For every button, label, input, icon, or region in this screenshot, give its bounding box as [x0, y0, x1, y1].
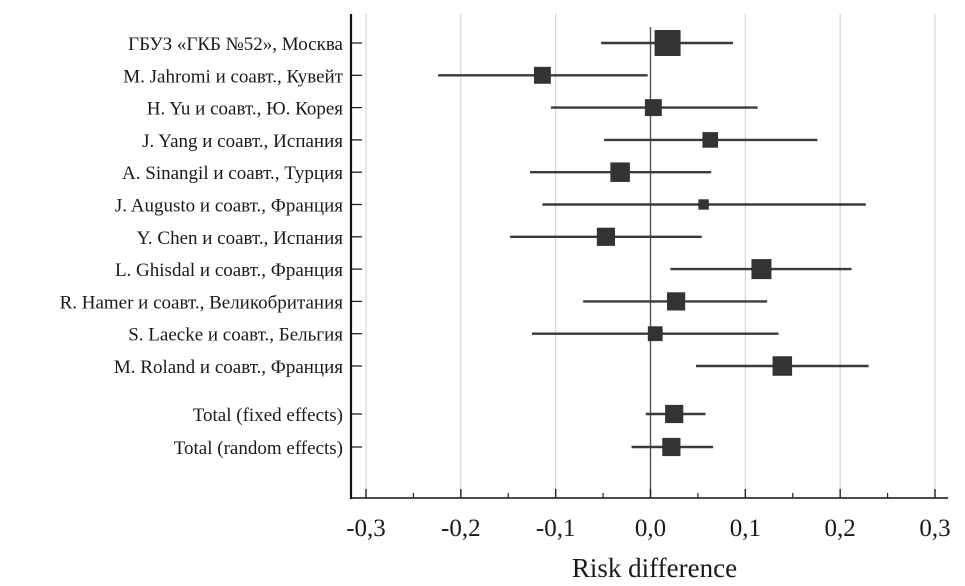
study-row: J. Yang и соавт., Испания — [142, 131, 818, 152]
point-estimate-marker — [662, 437, 681, 457]
point-estimate-marker — [647, 326, 663, 342]
study-row: A. Sinangil и соавт., Турция — [122, 162, 712, 184]
study-rows: ГБУЗ «ГКБ №52», Москва M. Jahromi и соавт… — [60, 30, 869, 459]
total-label: Total (fixed effects) — [193, 405, 343, 426]
study-row: S. Laecke и соавт., Бельгия — [128, 325, 779, 346]
study-row: M. Roland и соавт., Франция — [114, 356, 869, 378]
study-label: H. Yu и соавт., Ю. Корея — [147, 99, 343, 120]
total-row: Total (random effects) — [174, 437, 714, 459]
study-label: M. Jahromi и соавт., Кувейт — [123, 66, 343, 87]
study-row: Y. Chen и соавт., Испания — [137, 227, 702, 249]
study-label: R. Hamer и соавт., Великобритания — [60, 292, 344, 313]
point-estimate-marker — [667, 292, 686, 311]
x-tick-label: 0,0 — [635, 515, 666, 542]
study-label: M. Roland и соавт., Франция — [114, 357, 343, 378]
study-label: A. Sinangil и соавт., Турция — [122, 163, 343, 184]
grid-lines — [365, 14, 936, 498]
point-estimate-marker — [772, 356, 793, 376]
study-row: M. Jahromi и соавт., Кувейт — [123, 66, 648, 87]
point-estimate-marker — [610, 162, 630, 182]
x-tick-label: -0,2 — [441, 515, 481, 542]
study-row: R. Hamer и соавт., Великобритания — [60, 292, 768, 313]
study-label: L. Ghisdal и соавт., Франция — [115, 260, 343, 281]
x-axis-title: Risk difference — [572, 553, 737, 583]
study-label: Y. Chen и соавт., Испания — [137, 228, 344, 249]
x-tick-label: -0,3 — [346, 515, 386, 542]
point-estimate-marker — [533, 66, 551, 84]
point-estimate-marker — [596, 227, 616, 246]
study-row: L. Ghisdal и соавт., Франция — [115, 259, 852, 281]
point-estimate-marker — [644, 99, 662, 117]
x-tick-label: -0,1 — [536, 515, 576, 542]
point-estimate-marker — [665, 404, 684, 424]
point-estimate-marker — [751, 259, 772, 280]
study-label: J. Yang и соавт., Испания — [142, 131, 343, 152]
point-estimate-marker — [654, 30, 681, 56]
study-row: H. Yu и соавт., Ю. Корея — [147, 99, 758, 120]
x-tick-label: 0,1 — [730, 515, 761, 542]
study-label: J. Augusto и соавт., Франция — [115, 196, 343, 217]
total-row: Total (fixed effects) — [193, 404, 706, 426]
x-tick-label: 0,3 — [919, 515, 950, 542]
total-label: Total (random effects) — [174, 438, 343, 459]
study-row: J. Augusto и соавт., Франция — [115, 196, 866, 217]
study-label: ГБУЗ «ГКБ №52», Москва — [128, 34, 343, 55]
point-estimate-marker — [698, 199, 709, 210]
study-row: ГБУЗ «ГКБ №52», Москва — [128, 30, 734, 56]
point-estimate-marker — [702, 132, 719, 148]
study-label: S. Laecke и соавт., Бельгия — [128, 325, 343, 346]
x-tick-label: 0,2 — [825, 515, 856, 542]
x-axis-ticks: -0,3 -0,2 -0,1 0,0 0,1 0,2 0,3 — [346, 489, 951, 542]
